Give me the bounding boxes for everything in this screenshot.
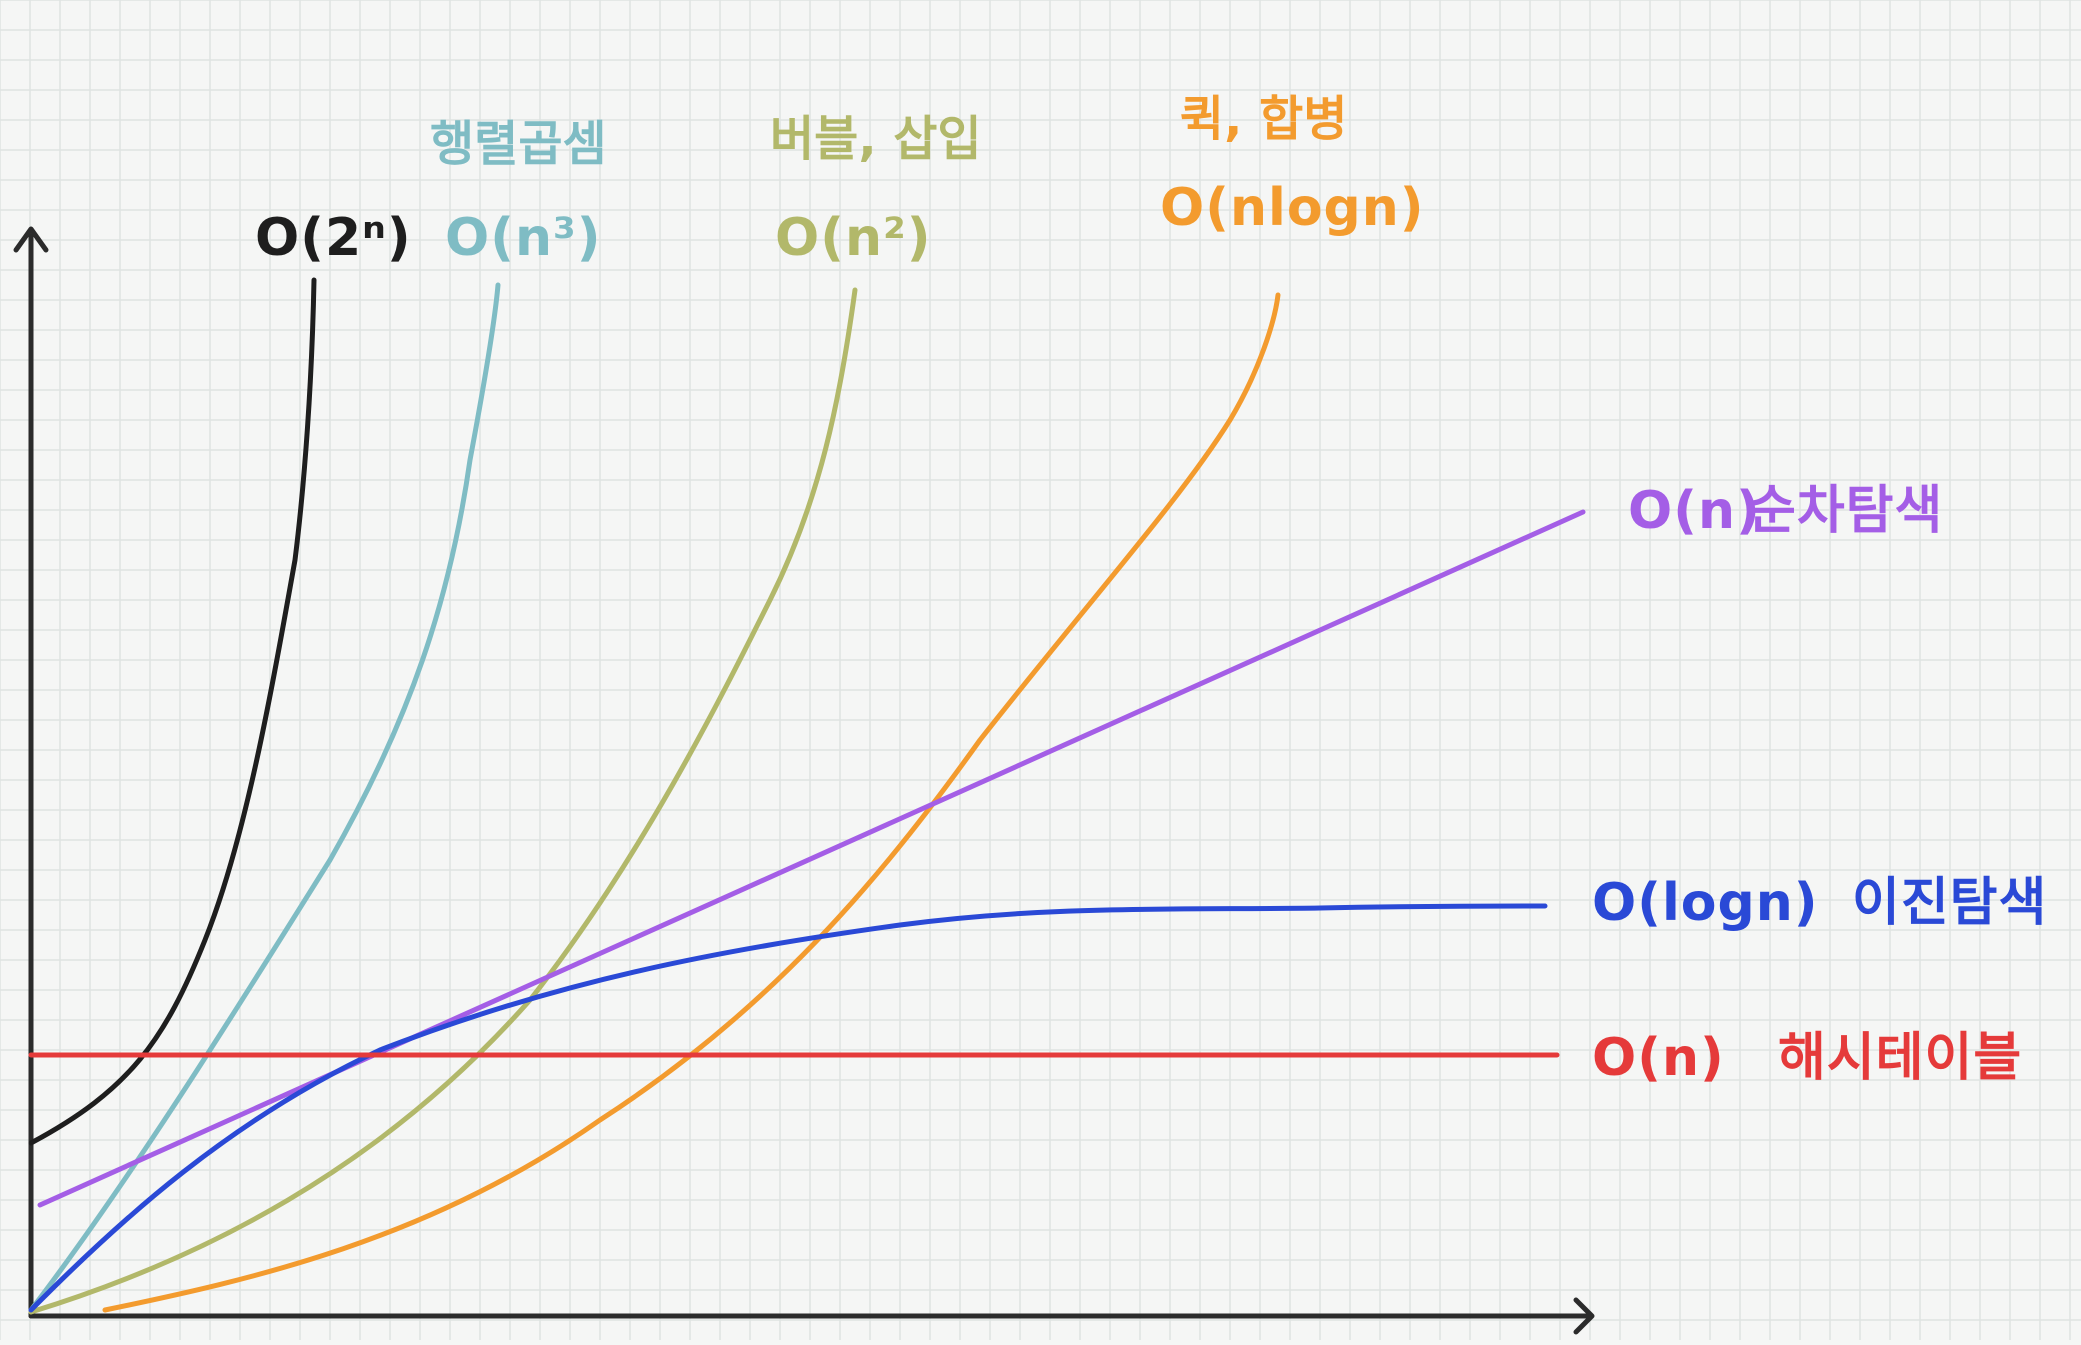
- label-note-linear: 순차탐색: [1748, 481, 1943, 541]
- label-note-const: 해시테이블: [1778, 1028, 2022, 1088]
- series-line-exp: [28, 277, 317, 1146]
- label-linear: O(n): [1628, 481, 1761, 541]
- label-top-nlogn: 퀵, 합병: [1180, 91, 1347, 147]
- label-log: O(logn): [1592, 873, 1819, 933]
- label-quad: O(n²): [775, 208, 932, 268]
- y-axis-arrow: [13, 226, 49, 253]
- label-top-cubic: 행렬곱셈: [430, 116, 607, 172]
- series-line-linear: [37, 509, 1586, 1208]
- series-labels: O(2ⁿ) 행렬곱셈 O(n³) 버블, 삽입 O(n²) 퀵, 합병 O(nl…: [255, 91, 2047, 1088]
- label-exp: O(2ⁿ): [255, 208, 412, 268]
- axes: [13, 226, 1595, 1335]
- label-const: O(n): [1592, 1028, 1725, 1088]
- label-note-log: 이진탐색: [1852, 873, 2047, 933]
- series-line-cubic: [28, 282, 501, 1313]
- series-line-log: [28, 903, 1548, 1313]
- label-cubic: O(n³): [445, 208, 602, 268]
- series-line-nlogn: [102, 292, 1281, 1313]
- series-lines: [28, 277, 1586, 1315]
- label-top-quad: 버블, 삽입: [770, 111, 982, 167]
- label-nlogn: O(nlogn): [1160, 178, 1425, 238]
- x-axis-arrow: [1573, 1297, 1595, 1335]
- series-line-quad: [28, 287, 858, 1315]
